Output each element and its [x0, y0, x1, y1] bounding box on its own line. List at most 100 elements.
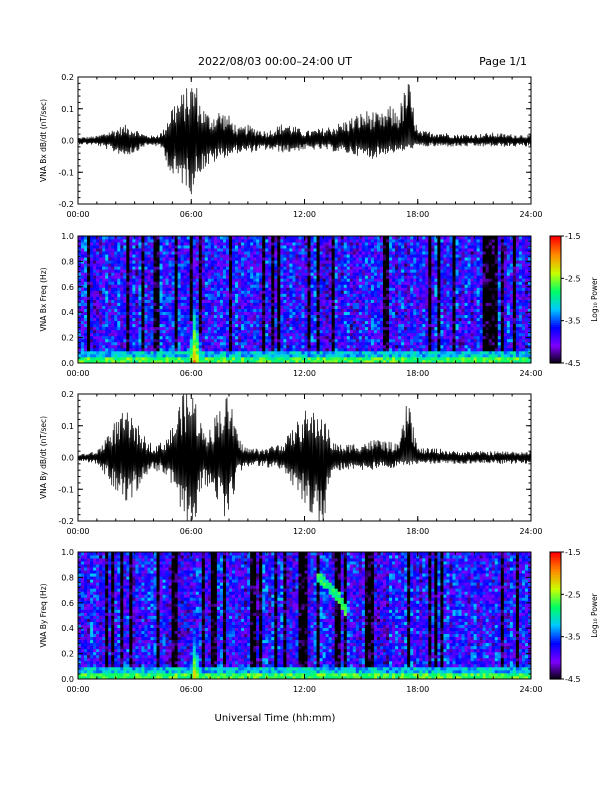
spectrogram-cell [138, 272, 142, 276]
spectrogram-cell [319, 302, 324, 306]
spectrogram-cell [213, 239, 218, 243]
spectrogram-cell [198, 290, 203, 294]
spectrogram-cell [99, 353, 103, 358]
spectrogram-cell [105, 278, 109, 282]
spectrogram-cell [84, 347, 88, 352]
spectrogram-cell [343, 293, 348, 297]
spectrogram-cell [207, 260, 212, 264]
spectrogram-cell [286, 269, 290, 273]
spectrogram-cell [289, 266, 293, 270]
spectrogram-cell [358, 275, 363, 279]
spectrogram-cell [138, 245, 142, 249]
spectrogram-cell [192, 272, 197, 276]
spectrogram-cell [195, 317, 200, 322]
spectrogram-cell [81, 284, 85, 288]
spectrogram-cell [244, 278, 248, 282]
spectrogram-cell [132, 257, 136, 261]
spectrogram-cell [262, 272, 266, 276]
spectrogram-cell [174, 305, 179, 309]
spectrogram-cell [238, 266, 242, 270]
spectrogram-cell [410, 281, 414, 285]
spectrogram-cell [99, 266, 103, 270]
spectrogram-cell [144, 272, 148, 276]
spectrogram-cell [398, 332, 402, 337]
spectrogram-cell [358, 341, 363, 346]
spectrogram-cell [310, 320, 314, 325]
spectrogram-cell [413, 314, 417, 319]
spectrogram-cell [380, 257, 384, 261]
spectrogram-cell [310, 257, 314, 261]
spectrogram-cell [141, 359, 145, 364]
spectrogram-cell [370, 326, 375, 331]
spectrogram-cell [364, 269, 369, 273]
spectrogram-cell [292, 281, 296, 285]
spectrogram-cell [171, 329, 176, 334]
spectrogram-cell [340, 347, 345, 352]
spectrogram-cell [201, 338, 206, 343]
spectrogram-cell [392, 311, 396, 316]
spectrogram-cell [180, 260, 185, 264]
spectrogram-cell [123, 236, 127, 240]
spectrogram-cell [210, 299, 215, 303]
spectrogram-cell [340, 305, 345, 309]
spectrogram-cell [183, 299, 188, 303]
spectrogram-cell [171, 239, 176, 243]
spectrogram-cell [213, 326, 218, 331]
spectrogram-cell [304, 302, 308, 306]
spectrogram-cell [376, 236, 381, 240]
spectrogram-cell [114, 308, 118, 312]
spectrogram-cell [301, 359, 305, 364]
spectrogram-cell [361, 296, 366, 300]
spectrogram-cell [153, 338, 157, 343]
spectrogram-cell [93, 317, 97, 322]
spectrogram-cell [81, 323, 85, 328]
spectrogram-cell [111, 242, 115, 246]
spectrogram-cell [331, 332, 336, 337]
spectrogram-cell [358, 350, 363, 355]
spectrogram-cell [256, 293, 260, 297]
spectrogram-cell [238, 257, 242, 261]
spectrogram-cell [271, 245, 275, 249]
spectrogram-cell [141, 317, 145, 322]
spectrogram-cell [201, 293, 206, 297]
spectrogram-cell [198, 305, 203, 309]
spectrogram-cell [307, 245, 311, 249]
spectrogram-cell [398, 347, 402, 352]
spectrogram-cell [392, 266, 396, 270]
spectrogram-cell [256, 275, 260, 279]
spectrogram-cell [219, 332, 224, 337]
spectrogram-cell [322, 254, 327, 258]
spectrogram-cell [280, 326, 284, 331]
spectrogram-cell [135, 329, 139, 334]
spectrogram-cell [419, 263, 423, 267]
spectrogram-cell [144, 236, 148, 240]
spectrogram-cell [225, 296, 230, 300]
spectrogram-cell [171, 278, 176, 282]
spectrogram-cell [129, 335, 133, 340]
spectrogram-cell [120, 266, 124, 270]
spectrogram-cell [298, 263, 302, 267]
spectrogram-cell [162, 332, 166, 337]
spectrogram-cell [99, 284, 103, 288]
spectrogram-cell [316, 281, 320, 285]
spectrogram-cell [401, 323, 405, 328]
spectrogram-cell [225, 254, 230, 258]
spectrogram-cell [331, 281, 336, 285]
spectrogram-cell [413, 254, 417, 258]
spectrogram-cell [349, 323, 354, 328]
spectrogram-cell [313, 278, 317, 282]
spectrogram-cell [304, 296, 308, 300]
spectrogram-cell [256, 347, 260, 352]
spectrogram-cell [201, 353, 206, 358]
spectrogram-cell [395, 278, 399, 282]
spectrogram-cell [102, 323, 106, 328]
spectrogram-cell [147, 245, 151, 249]
spectrogram-cell [123, 275, 127, 279]
spectrogram-cell [135, 335, 139, 340]
spectrogram-cell [361, 341, 366, 346]
spectrogram-cell [416, 353, 420, 358]
spectrogram-cell [81, 275, 85, 279]
spectrogram-cell [250, 356, 254, 361]
spectrogram-cell [216, 263, 221, 267]
spectrogram-cell [265, 326, 269, 331]
